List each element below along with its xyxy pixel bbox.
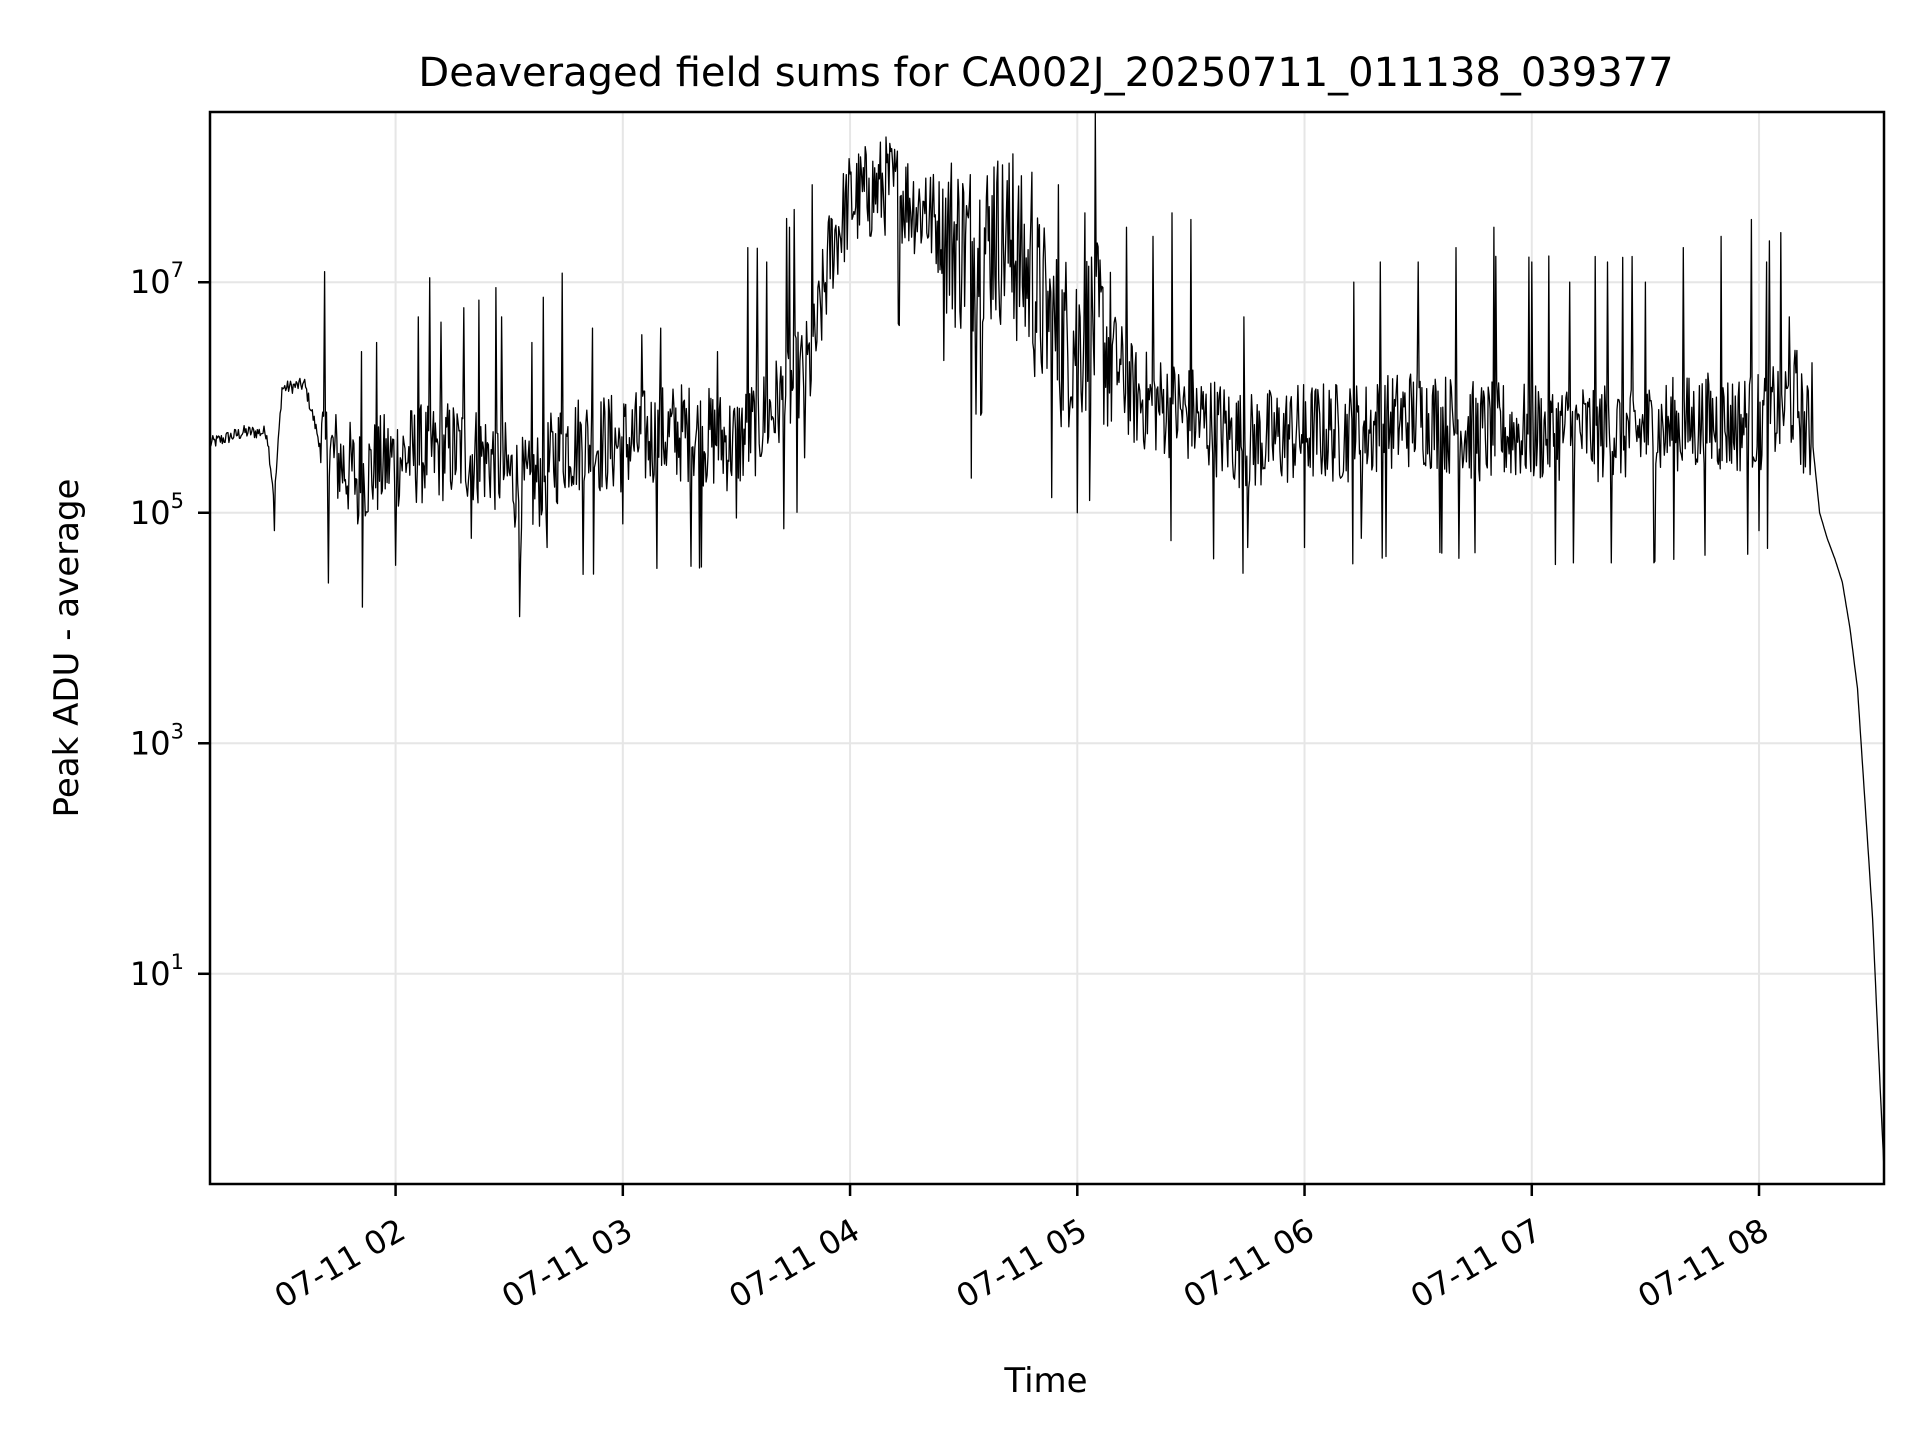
y-tick-label: 105: [130, 489, 184, 532]
chart-title: Deaveraged field sums for CA002J_2025071…: [418, 50, 1673, 96]
x-tick-label: 07-11 05: [950, 1211, 1094, 1316]
x-axis-ticks: 07-11 02 07-11 03 07-11 04 07-11 05 07-11 06…: [268, 1184, 1775, 1316]
x-tick-label: 07-11 02: [268, 1211, 412, 1316]
x-axis-label: Time: [1003, 1361, 1087, 1401]
x-tick-label: 07-11 06: [1177, 1211, 1321, 1316]
gridlines: [210, 112, 1884, 1184]
x-tick-label: 07-11 04: [722, 1211, 866, 1316]
y-tick-label: 101: [130, 950, 184, 993]
series-layer: [209, 111, 1885, 1170]
series-line: [209, 111, 1885, 1170]
x-tick-label: 07-11 07: [1404, 1211, 1548, 1316]
plot-frame: [208, 110, 1886, 1186]
y-tick-label: 103: [130, 719, 184, 762]
y-axis-label: Peak ADU - average: [47, 479, 87, 818]
y-tick-label: 107: [130, 258, 184, 301]
x-tick-label: 07-11 03: [495, 1211, 639, 1316]
y-axis-ticks: 101 103 105 107: [130, 258, 210, 993]
x-tick-label: 07-11 08: [1631, 1211, 1775, 1316]
